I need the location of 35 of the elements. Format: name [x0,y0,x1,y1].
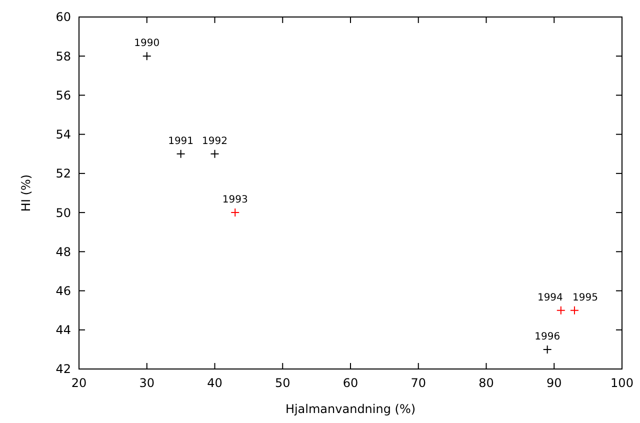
y-tick-label: 44 [56,323,71,338]
y-tick-label: 60 [56,10,71,24]
y-tick-label: 58 [56,49,71,64]
x-tick-label: 80 [478,376,494,390]
point [556,306,566,315]
x-tick-label: 60 [342,376,358,390]
y-tick-label: 54 [56,128,71,142]
y-axis-title: HI (%) [19,174,33,212]
point [176,149,186,158]
x-axis-title: Hjalmanvandning (%) [285,402,416,416]
y-tick-label: 46 [56,284,71,298]
x-tick-label: 20 [71,376,87,390]
annotation: 1990 [134,38,160,50]
annotation: 1992 [202,136,228,147]
point [230,208,240,218]
y-tick-label: 42 [56,362,71,376]
annotation: 1996 [534,331,560,342]
annotation: 1995 [572,292,598,304]
y-tick-label: 56 [56,88,71,102]
annotation: 1991 [168,136,194,147]
x-tick-label: 40 [207,376,222,390]
point [210,149,220,158]
x-tick-label: 30 [139,376,155,390]
x-tick-label: 50 [274,376,290,390]
x-tick-label: 100 [610,376,634,390]
point [570,306,579,315]
point [142,52,152,61]
y-tick-label: 52 [56,166,71,181]
x-tick-label: 70 [410,376,426,390]
annotation: 1993 [222,194,248,206]
point [542,344,552,354]
y-tick-label: 48 [56,244,71,259]
x-tick-label: 90 [546,376,562,390]
y-tick-label: 50 [56,206,71,220]
annotation: 1994 [537,292,563,304]
